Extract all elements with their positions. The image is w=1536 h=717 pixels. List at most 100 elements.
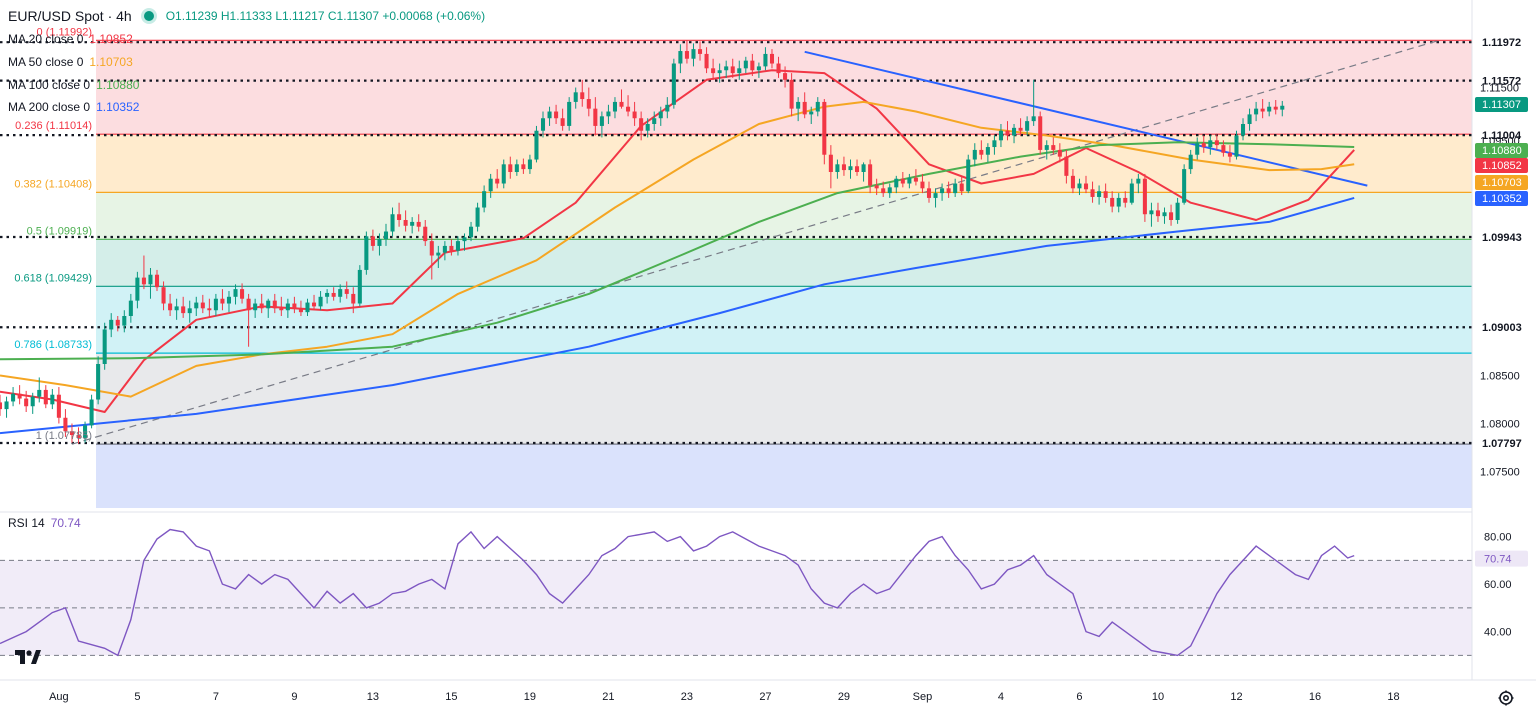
candle-body: [547, 111, 552, 119]
price-tag-bg: [1475, 175, 1528, 190]
level-label: 1.09003: [1482, 322, 1522, 334]
candle: [364, 231, 369, 275]
candle-body: [233, 289, 238, 297]
price-tag-bg: [1475, 191, 1528, 206]
candle: [580, 79, 585, 107]
candle: [815, 97, 820, 117]
candle-body: [1031, 116, 1036, 122]
symbol-title[interactable]: EUR/USD Spot · 4h: [8, 8, 132, 24]
candle-body: [24, 398, 29, 407]
candle-body: [207, 308, 212, 311]
candle-body: [469, 226, 474, 238]
candle: [141, 255, 146, 290]
candle: [11, 387, 16, 407]
candle-body: [992, 140, 997, 148]
candle: [887, 183, 892, 198]
candle: [514, 159, 519, 176]
candle: [881, 181, 886, 197]
candle-body: [1201, 143, 1206, 148]
candle: [370, 229, 375, 251]
candle: [1214, 133, 1219, 150]
candle: [351, 287, 356, 314]
candle: [397, 202, 402, 227]
ma20-legend[interactable]: MA 20 close 0 1.10852: [8, 32, 133, 46]
candle: [776, 56, 781, 78]
candle: [1188, 149, 1193, 174]
time-tick: 6: [1076, 691, 1082, 703]
candle-body: [4, 401, 9, 410]
candle: [1201, 135, 1206, 153]
time-tick: 5: [134, 691, 140, 703]
candle: [285, 298, 290, 318]
candle-body: [1188, 154, 1193, 170]
candle: [645, 118, 650, 138]
candle: [691, 43, 696, 67]
candle: [521, 158, 526, 174]
candle: [1273, 100, 1278, 115]
rsi-tick: 60.00: [1484, 579, 1512, 591]
candle: [135, 271, 140, 309]
candle-body: [933, 193, 938, 198]
candle-body: [789, 79, 794, 109]
ma100-legend[interactable]: MA 100 close 0 1.10880: [8, 78, 139, 92]
candle-body: [298, 308, 303, 313]
candle-body: [63, 417, 68, 432]
candle-body: [815, 101, 820, 112]
candle: [181, 296, 186, 318]
ma200-label: MA 200 close 0: [8, 100, 91, 114]
rsi-legend[interactable]: RSI 14 70.74: [8, 516, 81, 530]
candle: [868, 159, 873, 194]
candle: [1083, 175, 1089, 194]
candle: [1260, 99, 1265, 119]
candle-body: [83, 425, 88, 438]
candle-body: [331, 292, 336, 297]
candle-body: [17, 393, 22, 399]
candle: [1142, 173, 1147, 222]
candle: [69, 423, 74, 443]
candle: [63, 409, 68, 437]
candle-body: [894, 178, 899, 188]
candle: [416, 214, 421, 232]
candle-body: [540, 118, 546, 131]
candle-body: [442, 245, 447, 253]
candle-body: [678, 51, 683, 64]
candle: [554, 104, 559, 124]
candle-body: [717, 70, 722, 74]
candle: [926, 181, 932, 203]
price-tick: 1.11500: [1480, 83, 1519, 95]
candle: [841, 156, 846, 176]
candle-body: [632, 111, 637, 119]
candle-body: [377, 239, 382, 246]
candle-body: [900, 178, 905, 184]
candle: [187, 300, 192, 323]
price-tag-label: 1.10880: [1482, 145, 1522, 157]
ma200-legend[interactable]: MA 200 close 0 1.10352: [8, 100, 139, 114]
candle: [174, 298, 179, 320]
ma50-legend[interactable]: MA 50 close 0 1.10703: [8, 55, 133, 69]
candle-body: [311, 302, 317, 307]
price-tag-bg: [1475, 97, 1528, 112]
candle: [76, 427, 81, 444]
tradingview-logo-icon[interactable]: [14, 648, 42, 666]
level-label: 1.09943: [1482, 232, 1522, 244]
candle-body: [109, 319, 114, 330]
market-open-icon: [143, 11, 154, 21]
gear-icon[interactable]: [1497, 689, 1515, 707]
candle: [56, 387, 61, 424]
candle-body: [259, 303, 264, 309]
fib-zone-1: [96, 444, 1472, 508]
candle-body: [292, 303, 297, 309]
candle-body: [828, 154, 833, 172]
candle: [1103, 183, 1108, 203]
candle-body: [868, 164, 873, 186]
candle-body: [554, 111, 559, 119]
candle: [1162, 207, 1167, 224]
level-label: 1.11572: [1482, 76, 1521, 88]
price-axis-bg: [1472, 0, 1536, 712]
candle: [24, 390, 29, 412]
candle: [0, 394, 3, 416]
fib-label-0.236: 0.236 (1.11014): [15, 120, 92, 132]
candle: [835, 159, 840, 179]
